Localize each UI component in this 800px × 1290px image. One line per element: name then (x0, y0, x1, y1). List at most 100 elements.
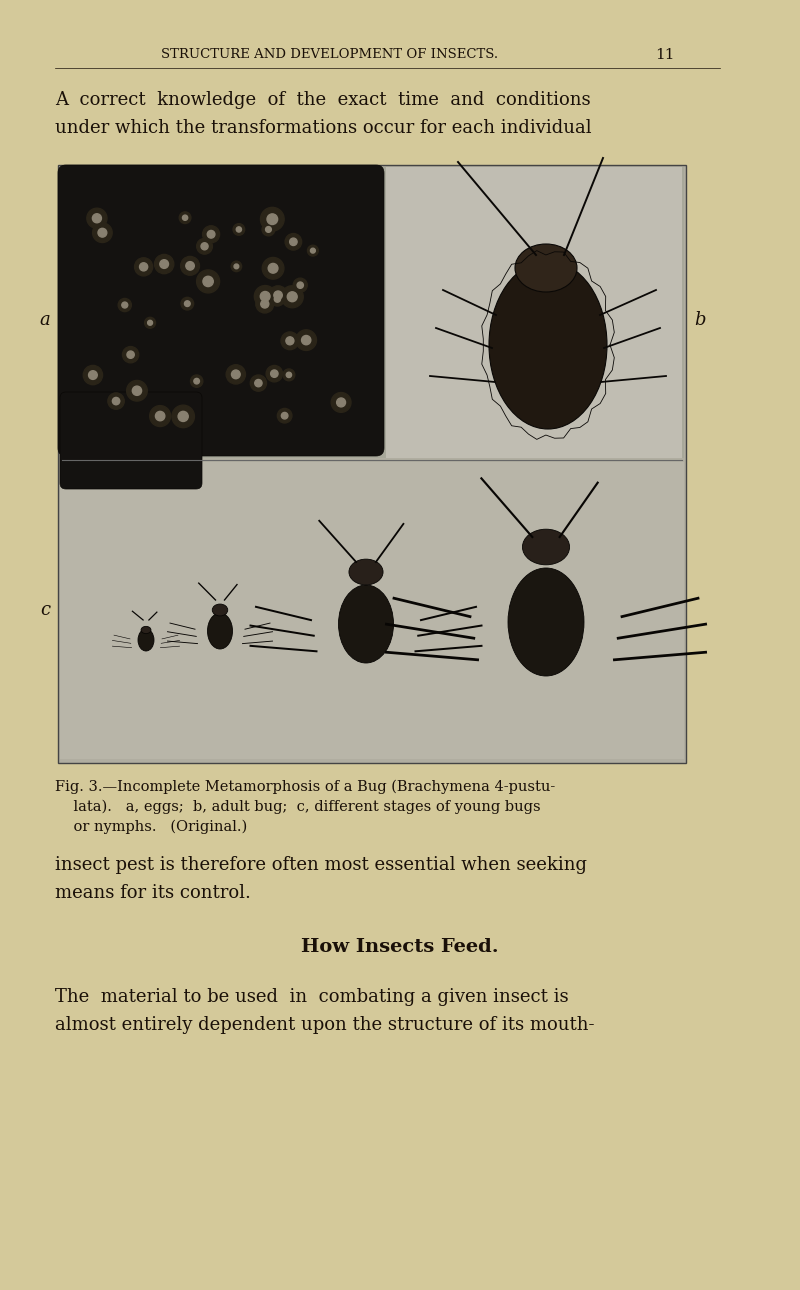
Text: 11: 11 (655, 48, 674, 62)
Circle shape (266, 227, 271, 232)
Text: almost entirely dependent upon the structure of its mouth-: almost entirely dependent upon the struc… (55, 1017, 594, 1035)
Circle shape (98, 228, 106, 237)
Circle shape (118, 298, 131, 312)
Ellipse shape (141, 627, 151, 633)
Circle shape (92, 214, 102, 223)
Circle shape (207, 231, 215, 239)
Text: How Insects Feed.: How Insects Feed. (301, 938, 499, 956)
Circle shape (266, 365, 282, 382)
Circle shape (154, 254, 174, 273)
Circle shape (145, 317, 155, 328)
Circle shape (226, 365, 246, 384)
Circle shape (254, 379, 262, 387)
Circle shape (261, 301, 269, 308)
Circle shape (231, 261, 242, 272)
Circle shape (302, 335, 311, 344)
Circle shape (132, 386, 142, 395)
Circle shape (236, 227, 242, 232)
Circle shape (286, 373, 291, 378)
Circle shape (260, 292, 270, 302)
Circle shape (202, 226, 219, 243)
Circle shape (181, 297, 194, 310)
Circle shape (186, 262, 194, 270)
Bar (58, 165, 686, 762)
Text: means for its control.: means for its control. (55, 884, 251, 902)
Circle shape (155, 412, 165, 421)
Ellipse shape (349, 559, 383, 584)
Ellipse shape (212, 604, 228, 615)
Circle shape (122, 347, 138, 362)
Text: A  correct  knowledge  of  the  exact  time  and  conditions: A correct knowledge of the exact time an… (55, 92, 590, 108)
Circle shape (178, 412, 188, 422)
Text: lata).   a, eggs;  b, adult bug;  c, different stages of young bugs: lata). a, eggs; b, adult bug; c, differe… (55, 800, 541, 814)
Circle shape (108, 393, 124, 409)
Circle shape (267, 214, 278, 224)
Circle shape (285, 233, 302, 250)
Bar (60, 166, 684, 458)
Bar (386, 166, 682, 458)
Circle shape (201, 243, 208, 250)
Circle shape (290, 239, 297, 245)
Ellipse shape (489, 261, 607, 430)
Circle shape (160, 259, 169, 268)
Circle shape (281, 332, 298, 350)
Circle shape (181, 257, 199, 275)
Circle shape (87, 208, 107, 228)
Circle shape (112, 397, 120, 405)
Circle shape (179, 212, 191, 223)
Circle shape (89, 370, 98, 379)
Text: c: c (40, 601, 50, 619)
Circle shape (182, 215, 188, 221)
Circle shape (83, 365, 102, 384)
Circle shape (307, 245, 318, 255)
Circle shape (194, 378, 199, 384)
Circle shape (282, 413, 288, 419)
Circle shape (150, 405, 170, 427)
Circle shape (254, 285, 276, 307)
Circle shape (172, 405, 194, 428)
Circle shape (203, 276, 214, 286)
Circle shape (297, 283, 303, 289)
Circle shape (122, 302, 128, 308)
FancyBboxPatch shape (58, 165, 384, 455)
Circle shape (283, 369, 294, 381)
Ellipse shape (522, 529, 570, 565)
Circle shape (294, 279, 307, 293)
Circle shape (256, 295, 274, 313)
Ellipse shape (207, 613, 233, 649)
Circle shape (286, 337, 294, 344)
Circle shape (337, 399, 346, 406)
Ellipse shape (508, 568, 584, 676)
Text: STRUCTURE AND DEVELOPMENT OF INSECTS.: STRUCTURE AND DEVELOPMENT OF INSECTS. (162, 49, 498, 62)
Circle shape (270, 370, 278, 378)
Circle shape (233, 223, 245, 235)
Text: or nymphs.   (Original.): or nymphs. (Original.) (55, 820, 247, 835)
Circle shape (268, 263, 278, 273)
Circle shape (287, 292, 297, 302)
Circle shape (261, 208, 284, 231)
Circle shape (274, 292, 282, 299)
Circle shape (274, 295, 281, 302)
Text: The  material to be used  in  combating a given insect is: The material to be used in combating a g… (55, 988, 569, 1006)
Ellipse shape (515, 244, 577, 292)
Text: Fig. 3.—Incomplete Metamorphosis of a Bug (Brachymena 4-pustu-: Fig. 3.—Incomplete Metamorphosis of a Bu… (55, 779, 555, 795)
Circle shape (139, 263, 148, 271)
Circle shape (134, 258, 153, 276)
Circle shape (331, 392, 351, 413)
Circle shape (310, 248, 315, 253)
Ellipse shape (338, 584, 394, 663)
Circle shape (127, 351, 134, 359)
Circle shape (269, 286, 287, 304)
Circle shape (282, 286, 303, 308)
Text: a: a (39, 311, 50, 329)
Circle shape (126, 381, 147, 401)
Bar (60, 462, 684, 759)
Circle shape (270, 293, 284, 306)
Circle shape (250, 375, 266, 391)
Circle shape (231, 370, 240, 379)
Circle shape (262, 223, 275, 236)
Circle shape (148, 320, 153, 325)
Circle shape (197, 270, 219, 293)
Text: under which the transformations occur for each individual: under which the transformations occur fo… (55, 119, 592, 137)
Circle shape (190, 375, 203, 387)
